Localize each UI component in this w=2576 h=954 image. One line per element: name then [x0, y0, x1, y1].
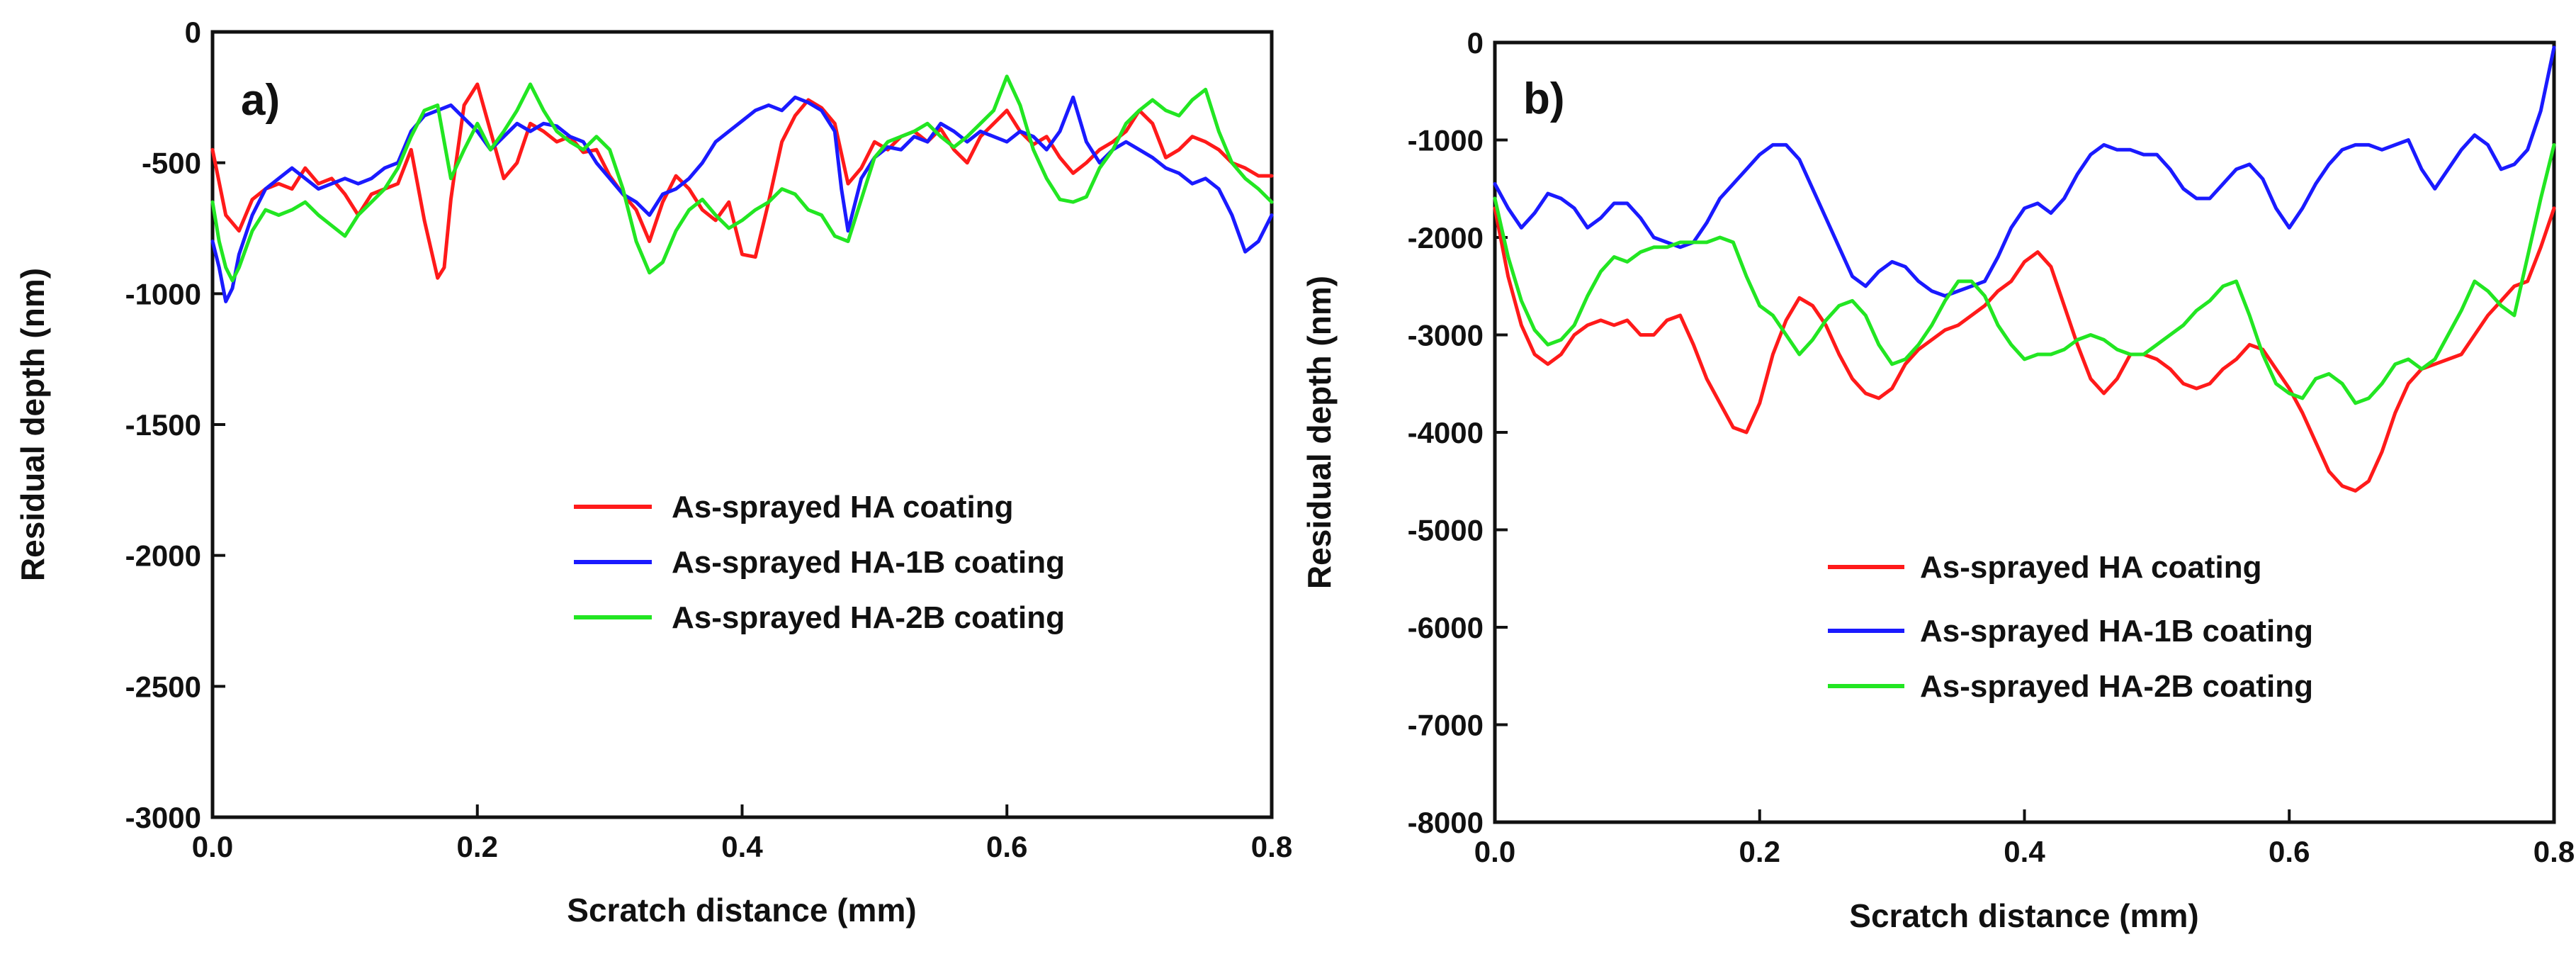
- panel-b-y-tick-label: -6000: [1408, 611, 1484, 644]
- panel-b-y-tick-label: -1000: [1408, 124, 1484, 157]
- panel-b-frame: [1493, 40, 2556, 824]
- panel-b-y-tick-label: -7000: [1408, 709, 1484, 742]
- panel-b-x-tick-label: 0.4: [2004, 835, 2045, 868]
- panel-a-y-tick-label: -2000: [125, 539, 201, 573]
- panel-a-y-tick-label: -1500: [125, 408, 201, 442]
- legend-item: As-sprayed HA-2B coating: [1828, 669, 2313, 704]
- panel-a-y-tick-label: -500: [142, 147, 201, 180]
- legend-label-ha-1b: As-sprayed HA-1B coating: [1920, 614, 2313, 649]
- panel-b-x-tick-label: 0.0: [1474, 835, 1515, 868]
- panel-a: a) Scratch distance (mm) Residual depth …: [14, 16, 1292, 928]
- panel-b: b) Scratch distance (mm) Residual depth …: [1301, 26, 2575, 934]
- legend-item: As-sprayed HA-1B coating: [574, 545, 1065, 580]
- legend-item: As-sprayed HA-1B coating: [1828, 614, 2313, 649]
- panel-b-x-axis-title: Scratch distance (mm): [1849, 897, 2198, 934]
- panel-a-series-line-ha-1b: [210, 95, 1274, 303]
- panel-b-y-tick-label: -3000: [1408, 319, 1484, 352]
- legend-label-ha-1b: As-sprayed HA-1B coating: [672, 545, 1065, 580]
- panel-b-y-axis-title: Residual depth (nm): [1301, 276, 1338, 589]
- panel-a-y-tick-label: -2500: [125, 670, 201, 703]
- panel-a-y-axis-title: Residual depth (nm): [14, 268, 51, 581]
- panel-a-x-tick-label: 0.8: [1251, 830, 1292, 863]
- legend-label-ha: As-sprayed HA coating: [672, 490, 1013, 524]
- panel-b-series-line-ha-2b: [1493, 142, 2556, 405]
- panel-a-y-tick-label: -1000: [125, 277, 201, 310]
- panel-b-series-line-ha: [1493, 206, 2556, 493]
- legend-item: As-sprayed HA coating: [1828, 550, 2261, 585]
- panel-a-legend: As-sprayed HA coating As-sprayed HA-1B c…: [574, 490, 1065, 635]
- panel-a-ticks: 0.0 0.2 0.4 0.6 0.8 0 -500 -1000 -1500 -2000 -2500…: [125, 16, 1293, 863]
- legend-item: As-sprayed HA-2B coating: [574, 600, 1065, 635]
- panel-b-legend: As-sprayed HA coating As-sprayed HA-1B c…: [1828, 550, 2313, 704]
- panel-b-series: [1493, 45, 2556, 493]
- panel-a-x-tick-label: 0.6: [986, 830, 1027, 863]
- panel-a-series: [210, 74, 1274, 303]
- panel-b-y-tick-label: -2000: [1408, 221, 1484, 254]
- panel-b-x-tick-label: 0.8: [2533, 835, 2575, 868]
- legend-label-ha: As-sprayed HA coating: [1920, 550, 2261, 585]
- panel-b-y-tick-label: 0: [1467, 26, 1484, 60]
- panel-b-y-tick-label: -4000: [1408, 416, 1484, 449]
- panel-a-label: a): [241, 76, 280, 125]
- panel-b-y-tick-label: -8000: [1408, 806, 1484, 839]
- panel-a-x-tick-label: 0.4: [721, 830, 763, 863]
- panel-b-label: b): [1523, 74, 1565, 123]
- panel-b-x-tick-label: 0.2: [1739, 835, 1780, 868]
- legend-item: As-sprayed HA coating: [574, 490, 1013, 524]
- legend-label-ha-2b: As-sprayed HA-2B coating: [672, 600, 1065, 635]
- panel-a-y-tick-label: 0: [185, 16, 201, 49]
- panel-a-y-tick-label: -3000: [125, 801, 201, 834]
- panel-a-x-axis-title: Scratch distance (mm): [567, 892, 916, 928]
- panel-b-ticks: 0.0 0.2 0.4 0.6 0.8 0 -1000 -2000 -3000 -4000 -500…: [1408, 26, 2575, 868]
- panel-a-x-tick-label: 0.0: [192, 830, 233, 863]
- panel-b-y-tick-label: -5000: [1408, 514, 1484, 547]
- legend-label-ha-2b: As-sprayed HA-2B coating: [1920, 669, 2313, 704]
- panel-b-series-line-ha-1b: [1493, 45, 2556, 298]
- panel-a-series-line-ha-2b: [210, 74, 1274, 283]
- panel-a-x-tick-label: 0.2: [457, 830, 498, 863]
- panel-b-x-tick-label: 0.6: [2269, 835, 2310, 868]
- panel-a-series-line-ha: [210, 82, 1274, 280]
